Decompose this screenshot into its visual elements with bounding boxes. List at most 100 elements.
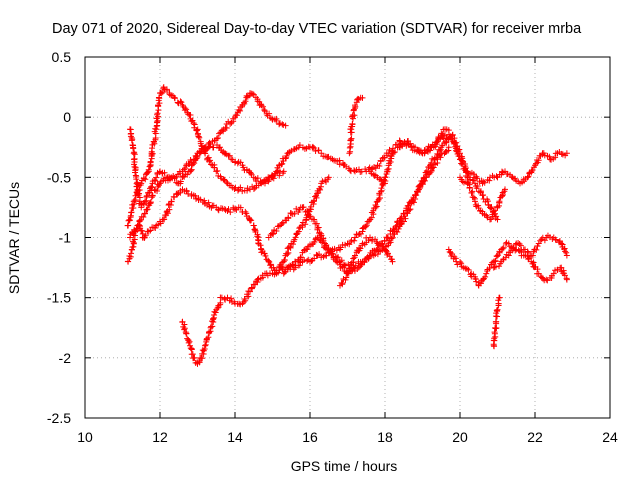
data-point bbox=[161, 216, 168, 223]
data-point bbox=[267, 262, 274, 269]
data-point bbox=[139, 227, 146, 234]
data-point bbox=[319, 239, 326, 246]
data-point bbox=[241, 296, 248, 303]
series-track-e bbox=[179, 132, 501, 367]
data-point bbox=[492, 257, 499, 264]
data-point bbox=[157, 220, 164, 227]
data-point bbox=[319, 178, 326, 185]
data-point bbox=[454, 261, 461, 268]
data-point bbox=[348, 237, 355, 244]
data-point bbox=[525, 249, 532, 256]
data-point bbox=[356, 244, 363, 251]
data-point bbox=[355, 231, 362, 238]
data-point bbox=[496, 198, 503, 205]
data-point bbox=[382, 180, 388, 187]
data-point bbox=[228, 295, 235, 302]
data-point bbox=[397, 221, 404, 228]
data-point bbox=[370, 207, 377, 214]
data-point bbox=[191, 160, 198, 167]
data-point bbox=[210, 316, 217, 323]
data-point bbox=[129, 136, 136, 143]
data-point bbox=[312, 148, 319, 155]
data-point bbox=[406, 207, 413, 214]
data-point bbox=[296, 206, 303, 213]
data-point bbox=[493, 318, 500, 325]
data-point bbox=[474, 175, 481, 182]
data-point bbox=[384, 166, 391, 173]
data-point bbox=[449, 132, 456, 139]
data-point bbox=[188, 167, 195, 174]
data-point bbox=[144, 206, 151, 213]
data-point bbox=[311, 216, 318, 223]
data-point bbox=[550, 270, 557, 277]
data-point bbox=[304, 246, 311, 253]
data-point bbox=[183, 106, 190, 113]
data-point bbox=[455, 153, 462, 160]
data-point bbox=[254, 276, 261, 283]
data-point bbox=[414, 189, 421, 196]
data-point bbox=[248, 170, 255, 177]
data-point bbox=[431, 155, 438, 162]
data-point bbox=[279, 160, 286, 167]
data-point bbox=[250, 222, 257, 229]
data-point bbox=[215, 206, 222, 213]
data-point bbox=[195, 358, 202, 365]
y-tick-label: 0 bbox=[63, 109, 71, 125]
data-point bbox=[368, 214, 375, 221]
data-point bbox=[380, 243, 387, 250]
data-point bbox=[213, 168, 220, 175]
data-point bbox=[284, 251, 291, 258]
data-point bbox=[529, 252, 536, 259]
data-point bbox=[283, 152, 290, 159]
data-point bbox=[155, 221, 162, 228]
data-point bbox=[197, 196, 204, 203]
data-point bbox=[254, 175, 261, 182]
data-point bbox=[346, 267, 353, 274]
data-point bbox=[339, 280, 346, 287]
data-point bbox=[328, 250, 335, 257]
data-point bbox=[362, 223, 369, 230]
data-point bbox=[336, 161, 343, 168]
data-point bbox=[245, 293, 252, 300]
data-point bbox=[529, 260, 536, 267]
data-point bbox=[350, 106, 357, 113]
data-point bbox=[325, 174, 332, 181]
data-point bbox=[226, 152, 233, 159]
data-point bbox=[389, 258, 396, 265]
data-point bbox=[202, 150, 209, 157]
data-point bbox=[130, 204, 137, 211]
series-track-f bbox=[265, 144, 452, 277]
data-point bbox=[457, 258, 464, 265]
data-point bbox=[466, 184, 473, 191]
y-tick-label: -2.5 bbox=[47, 410, 71, 426]
data-point bbox=[524, 248, 531, 255]
data-point bbox=[196, 359, 203, 366]
data-point bbox=[335, 254, 342, 261]
data-point bbox=[472, 180, 478, 187]
data-point bbox=[377, 158, 384, 165]
data-point bbox=[496, 294, 503, 301]
data-point bbox=[390, 149, 397, 156]
x-tick-label: 16 bbox=[302, 429, 318, 445]
data-point bbox=[493, 173, 500, 180]
data-point bbox=[407, 140, 414, 147]
data-points bbox=[124, 84, 570, 367]
data-point bbox=[459, 161, 466, 168]
x-tick-label: 14 bbox=[227, 429, 243, 445]
data-point bbox=[312, 193, 319, 200]
data-point bbox=[189, 117, 196, 124]
data-point bbox=[227, 209, 234, 216]
data-point bbox=[465, 266, 472, 273]
data-point bbox=[262, 252, 269, 259]
data-point bbox=[133, 183, 140, 190]
data-point bbox=[317, 186, 324, 193]
series-track-d bbox=[124, 174, 332, 277]
data-point bbox=[358, 261, 365, 268]
data-point bbox=[130, 144, 137, 151]
data-point bbox=[391, 149, 398, 156]
data-point bbox=[243, 210, 250, 217]
data-point bbox=[442, 138, 449, 145]
data-point bbox=[563, 249, 570, 256]
data-point bbox=[433, 154, 440, 161]
data-point bbox=[388, 235, 395, 242]
